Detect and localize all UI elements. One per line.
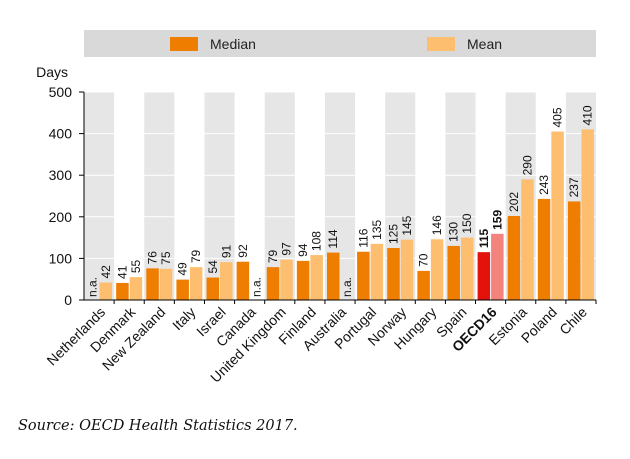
bar-median-italy [176,279,189,300]
bar-mean-israel [220,262,233,300]
x-tick-label: Chile [556,304,590,338]
data-label-mean: 97 [280,242,294,256]
bar-median-norway [387,248,400,300]
y-tick-label: 400 [49,126,73,142]
data-label-median: 79 [266,249,280,263]
bar-mean-new-zealand [159,268,173,300]
bar-mean-norway [400,239,414,300]
data-label-mean: n.a. [340,277,354,297]
data-label-mean: 405 [551,107,565,127]
legend-label-mean: Mean [467,35,503,52]
y-tick-label: 100 [49,250,73,266]
data-label-median: 54 [206,260,220,274]
legend-label-median: Median [210,35,256,52]
data-label-median: 202 [507,192,521,212]
bar-median-new-zealand [146,268,159,300]
data-label-median: 243 [537,175,551,195]
bar-median-portugal [357,251,370,300]
data-label-median: 76 [146,251,160,265]
data-label-median: 114 [326,229,340,248]
data-label-median: 115 [477,228,491,248]
bar-median-poland [537,198,551,300]
y-tick-label: 200 [49,209,73,225]
y-tick-label: 500 [49,84,73,100]
data-label-median: 94 [296,243,310,257]
data-label-median: 130 [447,222,461,242]
bar-mean-oecd16 [491,233,504,300]
data-label-median: 125 [386,224,400,244]
data-label-median: 92 [236,244,250,258]
y-axis-label: Days [36,64,68,80]
data-label-median: 41 [115,265,129,279]
bar-median-estonia [507,215,521,300]
data-label-mean: 146 [430,215,444,235]
bar-mean-hungary [430,239,444,300]
data-label-mean: 150 [460,213,474,233]
column-band [84,92,115,300]
bar-mean-denmark [129,277,143,300]
bar-median-chile [567,201,581,300]
bar-median-denmark [116,282,129,300]
bar-mean-united-kingdom [280,259,293,300]
data-label-median: 49 [176,262,190,276]
data-label-mean: 145 [400,215,414,235]
data-label-mean: 159 [490,210,504,230]
legend-item-mean: Mean [427,30,502,57]
bar-mean-finland [310,255,323,300]
bar-median-finland [296,260,310,300]
legend-swatch-median [170,36,198,51]
bar-median-oecd16 [477,252,491,300]
bar-mean-italy [189,267,203,300]
y-tick-label: 0 [64,292,72,308]
data-label-mean: 290 [520,155,534,175]
bar-median-united-kingdom [266,267,280,300]
data-label-mean: 135 [370,219,384,239]
data-label-median: 237 [567,177,581,197]
data-label-mean: n.a. [249,277,263,297]
data-label-mean: 79 [189,249,203,263]
data-label-mean: 91 [219,244,233,258]
bar-mean-portugal [370,243,384,300]
column-band [144,92,175,300]
y-tick-label: 300 [49,167,73,183]
bar-median-australia [327,252,340,300]
data-label-median: 116 [356,228,370,247]
bar-median-hungary [417,270,430,300]
bar-mean-chile [581,129,594,300]
data-label-median: 70 [417,253,431,267]
bar-median-israel [206,277,220,300]
legend-item-median: Median [170,30,256,57]
legend-swatch-mean [427,36,455,51]
data-label-median: n.a. [85,277,99,297]
data-label-mean: 55 [129,259,143,273]
bar-mean-netherlands [99,282,113,300]
data-label-mean: 410 [581,105,595,125]
legend: Median Mean [84,30,596,57]
bar-median-canada [236,261,250,300]
bar-mean-spain [460,237,474,300]
bar-median-spain [447,245,460,300]
data-label-mean: 42 [99,265,113,279]
bar-mean-estonia [521,179,534,300]
data-label-mean: 75 [159,251,173,265]
source-note: Source: OECD Health Statistics 2017. [18,418,298,434]
bar-mean-poland [551,131,564,300]
data-label-mean: 108 [310,231,324,251]
